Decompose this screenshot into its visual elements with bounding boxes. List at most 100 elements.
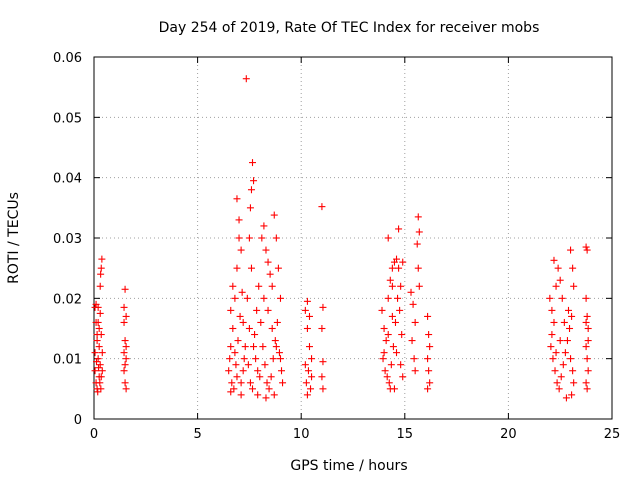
data-points [91, 75, 592, 402]
y-tick-label: 0.02 [53, 292, 82, 307]
data-point [410, 355, 418, 363]
data-point [569, 264, 577, 272]
data-point [234, 337, 242, 345]
data-point [247, 264, 255, 272]
data-point [259, 343, 267, 351]
data-point [97, 270, 105, 278]
data-point [567, 355, 575, 363]
data-point [424, 385, 432, 393]
data-point [409, 300, 417, 308]
data-point [383, 373, 391, 381]
data-point [562, 394, 570, 402]
data-point [260, 222, 268, 230]
data-point [256, 373, 264, 381]
data-point [319, 303, 327, 311]
data-point [548, 306, 556, 314]
data-point [556, 276, 564, 284]
data-point [238, 288, 246, 296]
data-point [584, 337, 592, 345]
data-point [91, 367, 99, 375]
data-point [379, 355, 387, 363]
data-point [270, 391, 278, 399]
data-point [242, 75, 250, 83]
data-point [552, 349, 560, 357]
data-point [229, 325, 237, 332]
data-point [98, 349, 106, 357]
data-point [251, 331, 259, 339]
data-point [426, 379, 434, 387]
data-point [265, 385, 273, 393]
data-point [546, 294, 554, 302]
data-point [98, 367, 106, 375]
data-point [550, 256, 558, 264]
data-point [583, 385, 591, 393]
data-point [91, 349, 99, 357]
data-point [122, 312, 130, 320]
data-point [245, 234, 253, 242]
data-point [307, 385, 315, 393]
y-tick-label: 0.01 [53, 353, 82, 368]
y-tick-label: 0.06 [53, 51, 82, 66]
data-point [583, 312, 591, 320]
data-point [305, 343, 313, 351]
x-tick-label: 20 [500, 427, 517, 442]
data-point [559, 361, 567, 369]
data-point [250, 343, 258, 351]
data-point [254, 367, 262, 375]
data-point [230, 385, 238, 393]
data-point [272, 234, 280, 242]
data-point [380, 325, 388, 332]
data-point [246, 204, 254, 212]
data-point [98, 255, 106, 263]
data-point [384, 234, 392, 242]
data-point [396, 306, 404, 314]
data-point [233, 195, 241, 203]
data-point [266, 270, 274, 278]
y-tick-label: 0.03 [53, 232, 82, 247]
data-point [121, 337, 129, 345]
data-point [227, 388, 235, 396]
data-point [227, 306, 235, 314]
data-point [225, 367, 233, 375]
data-point [399, 373, 407, 381]
data-point [386, 276, 394, 284]
data-point [243, 294, 251, 302]
x-tick-label: 0 [90, 427, 98, 442]
data-point [389, 343, 397, 351]
data-point [232, 361, 240, 369]
data-point [424, 355, 432, 363]
data-point [554, 264, 562, 272]
data-point [278, 367, 286, 375]
data-point [407, 288, 415, 296]
data-point [262, 246, 270, 254]
data-point [553, 379, 561, 387]
data-point [319, 358, 327, 366]
data-point [582, 318, 590, 326]
data-point [415, 282, 423, 290]
data-point [582, 294, 590, 302]
data-point [305, 312, 313, 320]
data-point [548, 331, 556, 339]
data-point [122, 355, 130, 363]
data-point [239, 367, 247, 375]
data-point [397, 282, 405, 290]
data-point [304, 367, 312, 375]
data-point [414, 213, 422, 221]
data-point [302, 379, 310, 387]
data-point [97, 264, 105, 272]
data-point [270, 211, 278, 219]
data-point [237, 391, 245, 399]
data-point [273, 318, 281, 326]
chart-title: Day 254 of 2019, Rate Of TEC Index for r… [159, 20, 540, 36]
data-point [267, 373, 275, 381]
data-point [393, 349, 401, 357]
data-point [397, 361, 405, 369]
data-point [388, 312, 396, 320]
data-point [584, 367, 592, 375]
y-tick-label: 0 [74, 413, 82, 428]
data-point [388, 264, 396, 272]
data-point [252, 355, 260, 363]
data-point [237, 246, 245, 254]
